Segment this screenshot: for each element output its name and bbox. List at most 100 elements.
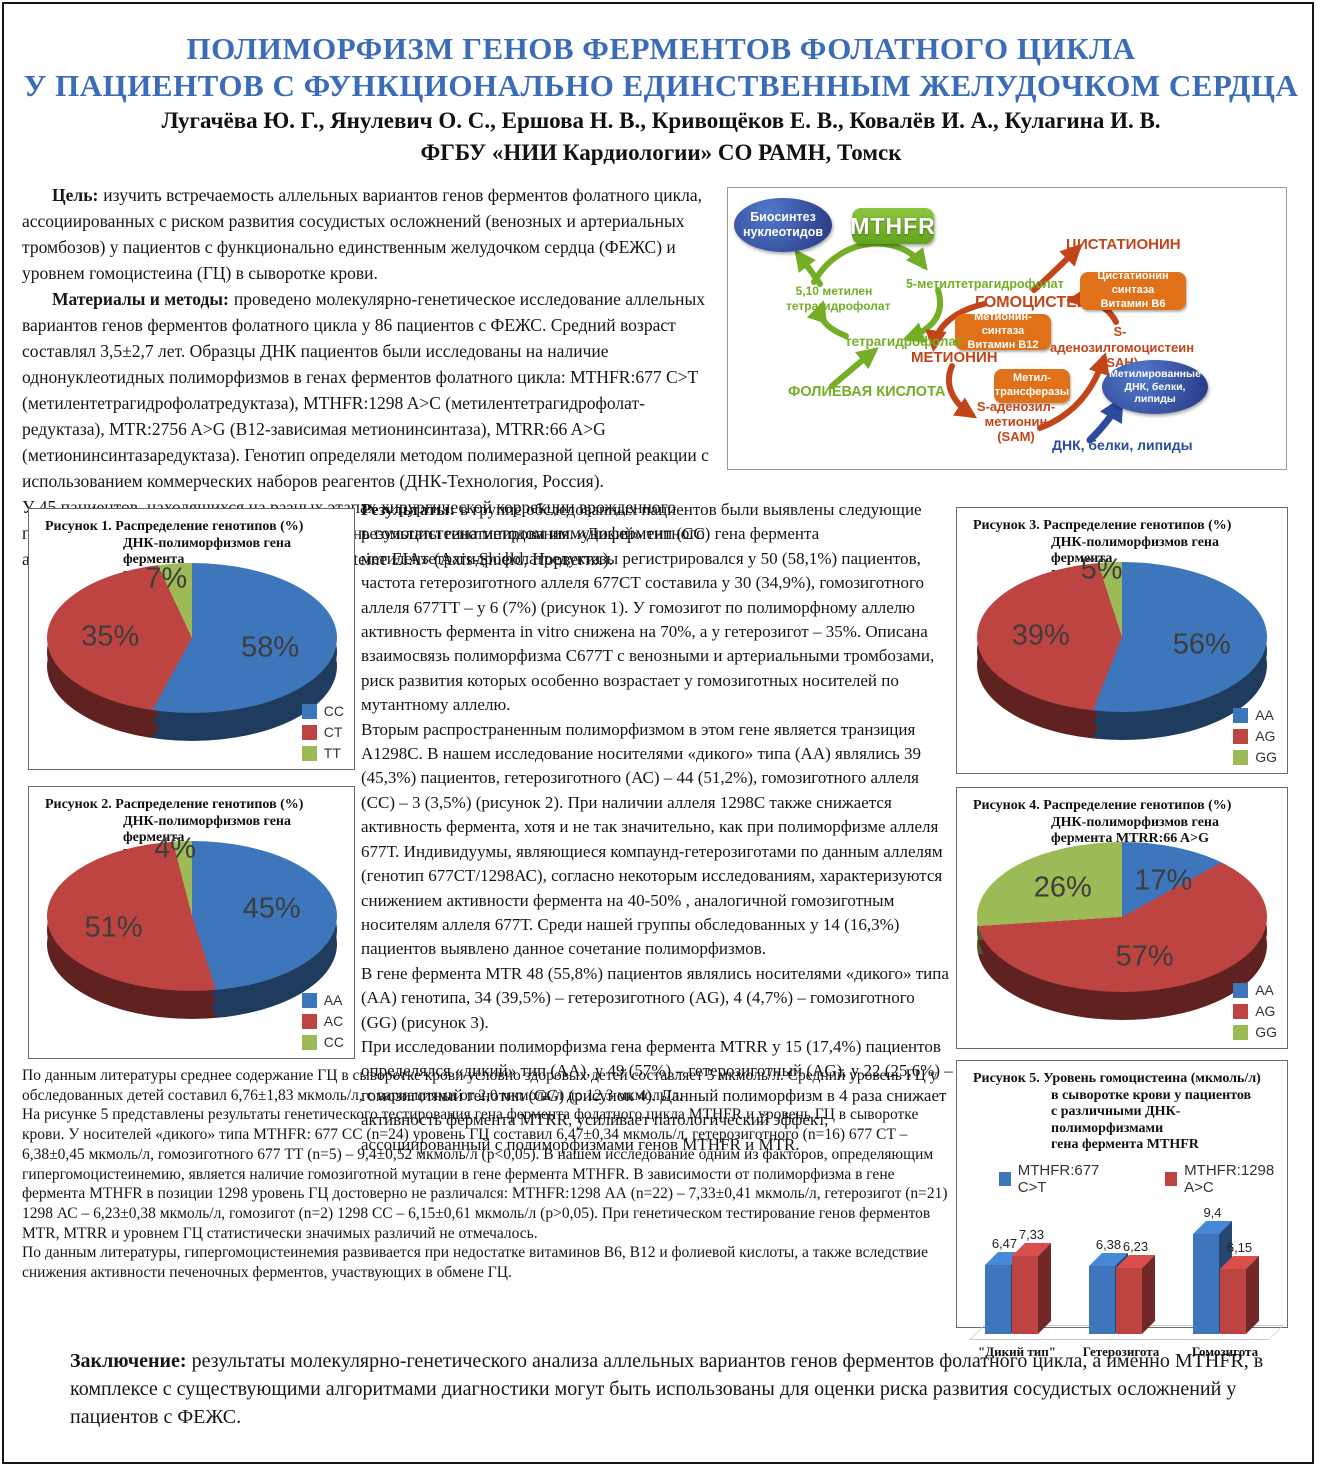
pie-top xyxy=(46,563,337,713)
pie-slice-label: 57% xyxy=(1115,940,1174,973)
legend-item: CC xyxy=(301,703,344,719)
bar-category-label: Гетерозигота xyxy=(1082,1343,1160,1359)
intro-text-block: Цель: изучить встречаемость аллельных вар… xyxy=(22,182,718,572)
methods-text: проведено молекулярно-генетическое иссле… xyxy=(22,289,709,491)
bar-category-label: "Дикий тип" xyxy=(978,1343,1056,1359)
chart-legend: AA AG GG xyxy=(1233,977,1277,1040)
legend-label: GG xyxy=(1255,1024,1277,1040)
chart-legend: MTHFR:677 C>T MTHFR:1298 A>C xyxy=(999,1162,1287,1196)
legend-item: TT xyxy=(301,745,344,761)
figure-title-line: Рисунок 2. Распределение генотипов (%) xyxy=(45,797,304,812)
affiliation-line: ФГБУ «НИИ Кардиологии» СО РАМН, Томск xyxy=(420,140,902,165)
figure-title-line: с различными ДНК-полиморфизмами xyxy=(1051,1104,1181,1136)
legend-label: AA xyxy=(323,992,343,1008)
bar-side-face xyxy=(1038,1242,1051,1334)
bar-value-label: 6,38 xyxy=(1095,1236,1122,1252)
chart-legend: AA AG GG xyxy=(1233,702,1277,765)
legend-color-swatch xyxy=(1233,728,1249,744)
poster-title: ПОЛИМОРФИЗМ ГЕНОВ ФЕРМЕНТОВ ФОЛАТНОГО ЦИ… xyxy=(0,30,1322,104)
bar-front-face xyxy=(1220,1268,1246,1334)
conclusion-lead: Заключение: xyxy=(70,1350,187,1372)
bar-value-label: 6,15 xyxy=(1226,1239,1253,1255)
results-paragraph-1: Результаты: в группе обследованных пациен… xyxy=(361,498,953,718)
conclusion-text: результаты молекулярно-генетического ана… xyxy=(70,1350,1264,1428)
pie-slice-label: 4% xyxy=(154,832,197,865)
node-cystathionine-synthase-b6: Цистатионин синтаза Витамин В6 xyxy=(1080,270,1186,310)
bar-value-label: 6,23 xyxy=(1122,1238,1149,1254)
figure-title-line: Рисунок 5. Уровень гомоцистеина (мкмоль/… xyxy=(973,1071,1261,1086)
node-methionine: МЕТИОНИН xyxy=(911,349,998,366)
homocysteine-text-block: По данным литературы среднее содержание … xyxy=(22,1066,950,1283)
figure-title-line: Рисунок 3. Распределение генотипов (%) xyxy=(973,518,1232,533)
legend-item: AA xyxy=(301,992,344,1008)
legend-color-swatch xyxy=(1165,1171,1178,1186)
bar-value-label: 9,4 xyxy=(1203,1204,1222,1220)
legend-item: AA xyxy=(1233,707,1277,723)
pie-slice-label: 5% xyxy=(1080,553,1123,586)
legend-item: GG xyxy=(1233,749,1277,765)
figure-3-pie-chart: Рисунок 3. Распределение генотипов (%) ДН… xyxy=(956,507,1288,774)
legend-item: AC xyxy=(301,1013,344,1029)
results-text-1: в группе обследованных пациентов были вы… xyxy=(361,500,935,715)
legend-item: CT xyxy=(301,724,344,740)
pie-3d: 58% 35% 7% xyxy=(46,562,337,741)
title-line-1: ПОЛИМОРФИЗМ ГЕНОВ ФЕРМЕНТОВ ФОЛАТНОГО ЦИ… xyxy=(186,31,1136,66)
bar-group: 6,38 6,23 xyxy=(1073,1200,1169,1360)
legend-color-swatch xyxy=(1233,1024,1249,1040)
legend-label: TT xyxy=(323,745,341,761)
legend-item: CC xyxy=(301,1034,344,1050)
legend-item: AA xyxy=(1233,982,1277,998)
bar-front-face xyxy=(1012,1255,1038,1334)
authors-line: Лугачёва Ю. Г., Янулевич О. С., Ершова Н… xyxy=(161,108,1161,133)
bar-value-label: 7,33 xyxy=(1018,1226,1045,1242)
bar-front-face xyxy=(1193,1233,1219,1334)
figure-title: Рисунок 4. Распределение генотипов (%) ДН… xyxy=(957,788,1287,848)
results-text-block: Результаты: в группе обследованных пациен… xyxy=(361,498,953,1157)
pie-3d: 17% 57% 26% xyxy=(977,842,1267,1020)
node-methylene-thf: 5,10 метилен тетрагидрофолат xyxy=(786,284,891,313)
results-paragraph-4: При исследовании полиморфизма гена ферме… xyxy=(361,1036,953,1154)
methods-lead: Материалы и методы: xyxy=(52,289,229,309)
figure-1-pie-chart: Рисунок 1. Распределение генотипов (%) ДН… xyxy=(28,508,355,770)
figure-title-line: гена фермента MTHFR xyxy=(1051,1137,1199,1152)
legend-label: AG xyxy=(1255,1003,1276,1019)
folate-cycle-diagram: Биосинтез нуклеотидов MTHFR ЦИСТАТИОНИН … xyxy=(727,187,1287,470)
bar-front-face xyxy=(1089,1265,1115,1334)
legend-label: CC xyxy=(323,703,344,719)
bar-plot-area: 6,47 7,33 "Дикий тип" 6,38 6,23 Гетерозигота 9… xyxy=(965,1200,1284,1360)
legend-color-swatch xyxy=(301,992,317,1008)
legend-item: GG xyxy=(1233,1024,1277,1040)
legend-label: AG xyxy=(1255,728,1276,744)
chart-legend: AA AC CC xyxy=(301,987,344,1050)
node-nucleotide-biosynthesis: Биосинтез нуклеотидов xyxy=(734,198,832,252)
pie-slice-label: 45% xyxy=(242,892,301,925)
legend-color-swatch xyxy=(301,724,317,740)
bar-value-label: 6,47 xyxy=(991,1235,1018,1251)
node-cystathionine: ЦИСТАТИОНИН xyxy=(1066,236,1181,253)
figure-title-line: ДНК-полиморфизмов гена xyxy=(1051,814,1219,830)
pie-top xyxy=(977,842,1267,992)
figure-title: Рисунок 5. Уровень гомоцистеина (мкмоль/… xyxy=(957,1061,1287,1154)
legend-item: AG xyxy=(1233,728,1277,744)
conclusion-block: Заключение: результаты молекулярно-генети… xyxy=(70,1347,1290,1431)
legend-label: CC xyxy=(323,1034,344,1050)
node-methyl-thf: 5-метилтетрагидрофолат xyxy=(906,277,1064,291)
pie-top xyxy=(977,562,1267,712)
bar-front-face xyxy=(985,1264,1011,1334)
node-methionine-synthase-b12: Метионин-синтаза Витамин В12 xyxy=(955,311,1051,351)
legend-item: AG xyxy=(1233,1003,1277,1019)
results-paragraph-2: Вторым распространенным полиморфизмом в … xyxy=(361,719,943,959)
figure-title-line: фермента MTRR:66 A>G xyxy=(1051,831,1209,846)
methods-paragraph: Материалы и методы: проведено молекулярно… xyxy=(22,286,718,494)
bottom-paragraph-3: По данным литературы, гипергомоцистеинем… xyxy=(22,1244,928,1282)
legend-label: MTHFR:677 C>T xyxy=(1017,1161,1100,1196)
pie-slice-label: 39% xyxy=(1011,619,1070,652)
pie-slice-label: 17% xyxy=(1134,864,1193,897)
pie-3d: 45% 51% 4% xyxy=(46,833,337,1019)
legend-label: AA xyxy=(1255,707,1274,723)
bar-group: 6,47 7,33 xyxy=(969,1200,1065,1360)
chart-legend: CC CT TT xyxy=(301,698,344,761)
pie-slice-label: 7% xyxy=(145,562,188,595)
figure-title-line: Рисунок 4. Распределение генотипов (%) xyxy=(973,798,1232,813)
